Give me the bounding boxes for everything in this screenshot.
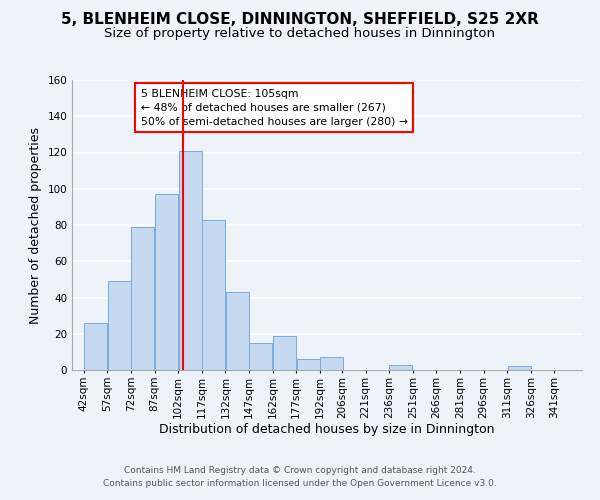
Y-axis label: Number of detached properties: Number of detached properties	[29, 126, 42, 324]
Bar	[226, 292, 249, 370]
Bar	[202, 220, 225, 370]
Bar	[108, 281, 131, 370]
Bar	[508, 366, 530, 370]
Bar	[296, 359, 320, 370]
Text: 5 BLENHEIM CLOSE: 105sqm
← 48% of detached houses are smaller (267)
50% of semi-: 5 BLENHEIM CLOSE: 105sqm ← 48% of detach…	[141, 88, 408, 126]
Bar	[155, 194, 178, 370]
Bar	[250, 343, 272, 370]
Text: Contains HM Land Registry data © Crown copyright and database right 2024.
Contai: Contains HM Land Registry data © Crown c…	[103, 466, 497, 487]
Bar	[320, 358, 343, 370]
Text: Size of property relative to detached houses in Dinnington: Size of property relative to detached ho…	[104, 28, 496, 40]
Bar	[179, 150, 202, 370]
Bar	[131, 227, 154, 370]
Bar	[389, 364, 412, 370]
X-axis label: Distribution of detached houses by size in Dinnington: Distribution of detached houses by size …	[159, 423, 495, 436]
Text: 5, BLENHEIM CLOSE, DINNINGTON, SHEFFIELD, S25 2XR: 5, BLENHEIM CLOSE, DINNINGTON, SHEFFIELD…	[61, 12, 539, 28]
Bar	[273, 336, 296, 370]
Bar	[84, 323, 107, 370]
